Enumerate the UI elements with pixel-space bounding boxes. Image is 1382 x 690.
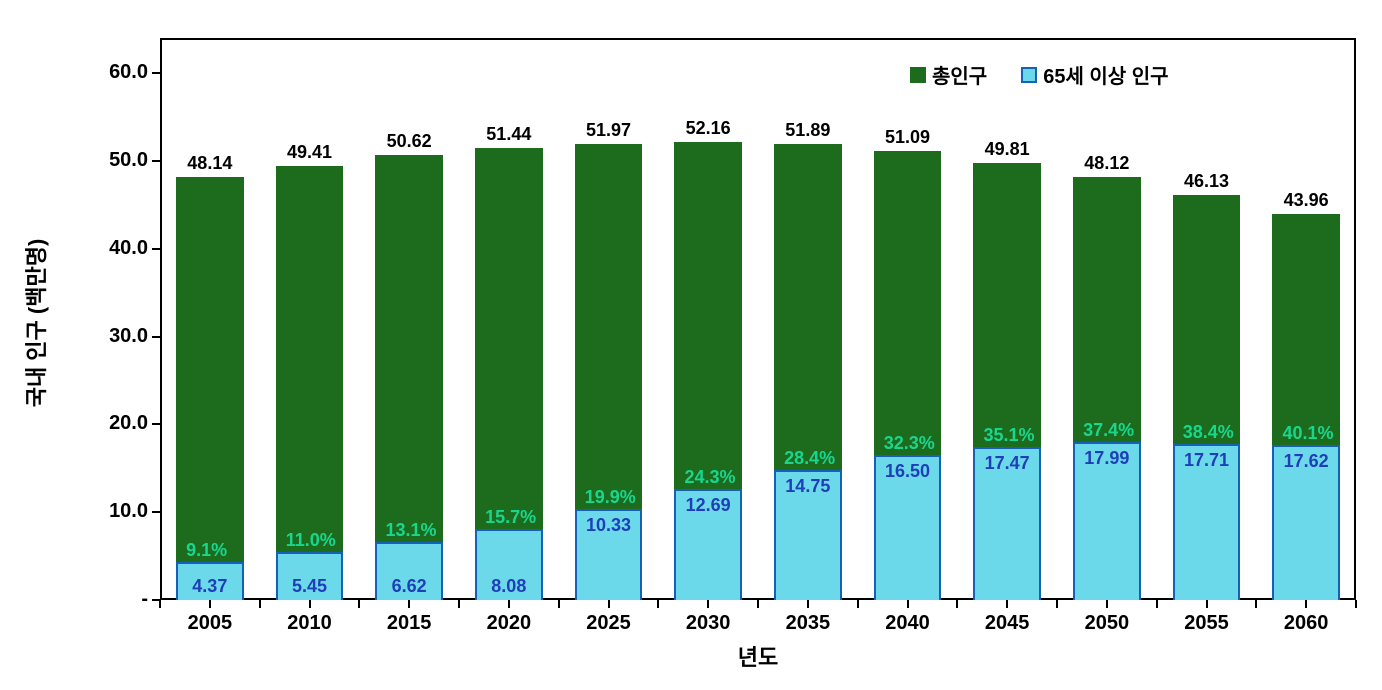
x-tick-mark-boundary: [358, 600, 360, 608]
x-tick-mark-boundary: [956, 600, 958, 608]
x-tick-mark: [807, 600, 809, 608]
y-tick-label: -: [88, 588, 148, 611]
x-tick-mark: [408, 600, 410, 608]
legend: 총인구 65세 이상 인구: [910, 60, 1169, 89]
x-tick-label: 2005: [160, 612, 260, 635]
data-label-total: 49.41: [266, 142, 354, 163]
y-tick-mark: [152, 72, 160, 74]
x-tick-mark: [309, 600, 311, 608]
x-tick-mark: [508, 600, 510, 608]
x-tick-mark: [707, 600, 709, 608]
data-label-total: 48.12: [1063, 153, 1151, 174]
legend-swatch-elderly: [1021, 67, 1037, 83]
y-tick-label: 50.0: [88, 149, 148, 172]
x-tick-label: 2045: [957, 612, 1057, 635]
data-label-elderly: 14.75: [764, 476, 852, 497]
y-tick-label: 10.0: [88, 500, 148, 523]
x-tick-mark-boundary: [657, 600, 659, 608]
x-tick-mark-boundary: [259, 600, 261, 608]
data-label-percent: 9.1%: [186, 540, 227, 561]
data-label-percent: 38.4%: [1183, 422, 1234, 443]
legend-label-elderly: 65세 이상 인구: [1043, 60, 1168, 89]
data-label-total: 51.97: [565, 120, 653, 141]
data-label-elderly: 17.62: [1262, 451, 1350, 472]
data-label-total: 51.44: [465, 124, 553, 145]
data-label-elderly: 17.99: [1063, 448, 1151, 469]
data-label-total: 49.81: [963, 139, 1051, 160]
data-label-total: 51.09: [864, 127, 952, 148]
data-label-elderly: 17.47: [963, 453, 1051, 474]
data-label-percent: 24.3%: [684, 467, 735, 488]
x-tick-mark-boundary: [1156, 600, 1158, 608]
data-label-elderly: 5.45: [266, 576, 354, 597]
x-tick-label: 2050: [1057, 612, 1157, 635]
y-tick-mark: [152, 511, 160, 513]
data-label-elderly: 12.69: [664, 495, 752, 516]
data-label-total: 51.89: [764, 120, 852, 141]
data-label-elderly: 8.08: [465, 576, 553, 597]
x-tick-label: 2055: [1157, 612, 1257, 635]
x-tick-mark-boundary: [159, 600, 161, 608]
x-tick-label: 2035: [758, 612, 858, 635]
y-tick-label: 30.0: [88, 325, 148, 348]
legend-item-elderly: 65세 이상 인구: [1021, 60, 1168, 89]
data-label-elderly: 17.71: [1163, 450, 1251, 471]
x-tick-mark: [608, 600, 610, 608]
legend-swatch-total: [910, 67, 926, 83]
data-label-percent: 32.3%: [884, 433, 935, 454]
x-tick-mark: [1206, 600, 1208, 608]
y-tick-mark: [152, 336, 160, 338]
legend-label-total: 총인구: [932, 60, 987, 89]
y-tick-mark: [152, 423, 160, 425]
x-tick-mark: [1106, 600, 1108, 608]
x-tick-label: 2030: [658, 612, 758, 635]
x-tick-mark-boundary: [558, 600, 560, 608]
data-label-percent: 19.9%: [585, 487, 636, 508]
y-tick-label: 40.0: [88, 237, 148, 260]
x-tick-label: 2040: [858, 612, 958, 635]
x-tick-mark: [209, 600, 211, 608]
data-label-elderly: 10.33: [565, 515, 653, 536]
data-label-total: 43.96: [1262, 190, 1350, 211]
data-label-total: 46.13: [1163, 171, 1251, 192]
data-label-percent: 28.4%: [784, 448, 835, 469]
legend-item-total: 총인구: [910, 60, 987, 89]
y-tick-label: 20.0: [88, 412, 148, 435]
x-axis-title: 년도: [160, 640, 1356, 672]
data-label-percent: 15.7%: [485, 507, 536, 528]
population-bar-chart: - 10.0 20.0 30.0 40.0 50.0 60.0 국내 인구 (백만명) 48.1…: [0, 0, 1382, 690]
x-tick-label: 2025: [559, 612, 659, 635]
data-label-total: 48.14: [166, 153, 254, 174]
x-tick-mark: [907, 600, 909, 608]
x-tick-label: 2010: [260, 612, 360, 635]
x-tick-mark-boundary: [857, 600, 859, 608]
x-tick-label: 2060: [1256, 612, 1356, 635]
x-tick-label: 2020: [459, 612, 559, 635]
x-tick-label: 2015: [359, 612, 459, 635]
bar-total: [176, 177, 244, 600]
data-label-percent: 35.1%: [983, 425, 1034, 446]
data-label-percent: 13.1%: [385, 520, 436, 541]
data-label-percent: 40.1%: [1282, 423, 1333, 444]
data-label-percent: 11.0%: [286, 530, 336, 551]
x-tick-mark-boundary: [1056, 600, 1058, 608]
x-tick-mark: [1305, 600, 1307, 608]
y-tick-label: 60.0: [88, 61, 148, 84]
data-label-elderly: 16.50: [864, 461, 952, 482]
data-label-elderly: 4.37: [166, 576, 254, 597]
data-label-percent: 37.4%: [1083, 420, 1134, 441]
x-tick-mark-boundary: [1355, 600, 1357, 608]
x-tick-mark-boundary: [757, 600, 759, 608]
data-label-total: 52.16: [664, 118, 752, 139]
y-tick-mark: [152, 160, 160, 162]
data-label-elderly: 6.62: [365, 576, 453, 597]
x-tick-mark-boundary: [1255, 600, 1257, 608]
data-label-total: 50.62: [365, 131, 453, 152]
x-tick-mark: [1006, 600, 1008, 608]
y-axis-title: 국내 인구 (백만명): [19, 223, 51, 423]
x-tick-mark-boundary: [458, 600, 460, 608]
y-tick-mark: [152, 248, 160, 250]
